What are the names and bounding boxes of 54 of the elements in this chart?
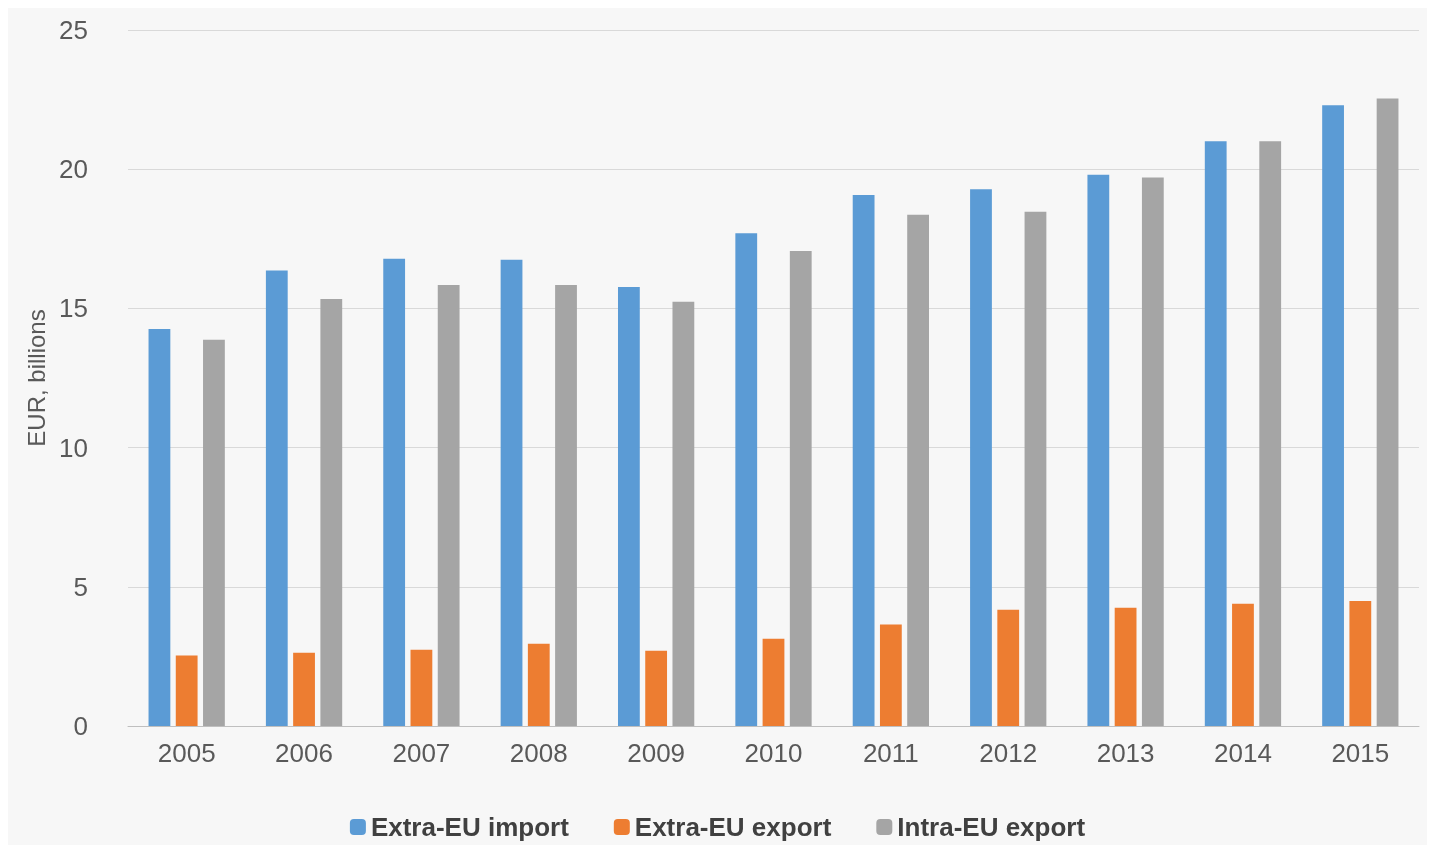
bar xyxy=(293,652,315,726)
bar xyxy=(527,643,550,726)
bar xyxy=(437,285,460,726)
x-tick-label: 2009 xyxy=(627,738,686,768)
bar xyxy=(1259,141,1282,726)
x-tick-label: 2013 xyxy=(1096,738,1155,768)
x-tick-label: 2008 xyxy=(509,738,568,768)
bar xyxy=(175,655,198,726)
bar xyxy=(735,233,758,726)
bar xyxy=(265,270,288,726)
bar xyxy=(555,285,577,726)
bar xyxy=(1114,607,1137,726)
y-tick-label: 15 xyxy=(59,293,88,324)
bar xyxy=(1024,211,1047,726)
bar xyxy=(410,649,433,726)
bar xyxy=(1232,603,1254,726)
y-axis-title: EUR, billions xyxy=(22,309,50,447)
x-tick-label: 2014 xyxy=(1214,738,1272,768)
y-tick-label: 25 xyxy=(59,15,88,45)
bar xyxy=(970,189,992,726)
x-tick-label: 2010 xyxy=(744,738,803,768)
legend-label: Extra-EU export xyxy=(634,812,832,842)
bar xyxy=(1204,141,1227,726)
y-tick-label: 5 xyxy=(73,571,88,602)
bar xyxy=(762,638,785,726)
y-tick-label: 10 xyxy=(59,432,88,463)
x-tick-label: 2007 xyxy=(392,738,451,768)
bar xyxy=(907,214,930,726)
bar xyxy=(320,298,343,726)
bar xyxy=(1141,177,1164,726)
bar xyxy=(879,624,902,726)
bar xyxy=(1349,601,1372,726)
bar xyxy=(1087,174,1110,726)
legend-label: Intra-EU export xyxy=(897,812,1086,842)
bar xyxy=(383,258,406,726)
bar xyxy=(500,259,523,726)
bar xyxy=(852,195,875,726)
bar xyxy=(148,329,171,726)
bar xyxy=(672,301,695,726)
x-tick-label: 2015 xyxy=(1331,738,1390,768)
bar xyxy=(1322,105,1344,726)
x-tick-label: 2005 xyxy=(157,738,216,768)
bar xyxy=(1376,98,1399,726)
x-tick-label: 2006 xyxy=(275,738,333,768)
bar xyxy=(203,339,225,726)
legend-label: Extra-EU import xyxy=(370,812,570,842)
bar xyxy=(789,251,812,726)
y-tick-label: 0 xyxy=(73,711,88,741)
bar xyxy=(645,650,668,726)
bar xyxy=(997,609,1020,726)
x-tick-label: 2012 xyxy=(979,738,1038,768)
bar xyxy=(617,286,640,726)
y-tick-label: 20 xyxy=(59,154,88,185)
x-tick-label: 2011 xyxy=(862,738,919,768)
